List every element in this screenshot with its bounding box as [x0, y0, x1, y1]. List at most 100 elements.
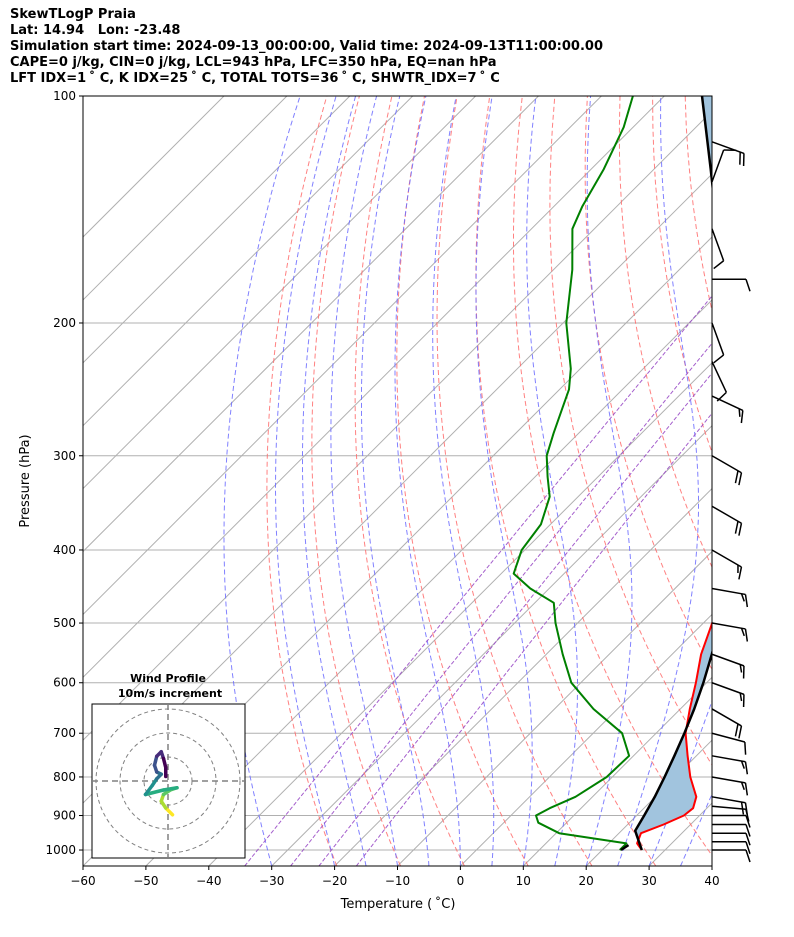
wind-barb-shaft: [711, 361, 728, 393]
wind-barb-flag: [738, 566, 743, 580]
isotherm-40: [711, 865, 712, 866]
wind-barb: [711, 682, 745, 708]
wind-barb-shaft: [711, 549, 742, 568]
y-tick-label: 400: [53, 543, 76, 557]
temperature-line: [636, 620, 712, 851]
x-tick-label: 0: [457, 874, 465, 888]
mixing-ratio-1: [355, 412, 712, 866]
wind-barb: [711, 549, 743, 580]
location-line: Lat: 14.94 Lon: -23.48: [10, 23, 181, 38]
y-tick-label: 1000: [45, 843, 76, 857]
wind-barb-flag: [740, 627, 745, 637]
dry-adiabat-250: [266, 96, 338, 866]
wind-barb: [711, 361, 728, 402]
moist-adiabat--15: [302, 96, 367, 866]
moist-adiabat-15: [526, 96, 578, 866]
wind-barb: [711, 653, 745, 679]
wind-barb: [712, 840, 751, 854]
dry-adiabat-370: [718, 96, 794, 866]
isotherm-30: [648, 802, 712, 866]
dewpoint-line: [512, 96, 634, 851]
wind-barb-shaft: [711, 622, 746, 630]
wind-barb-flag: [744, 741, 747, 755]
wind-barb-flag: [744, 761, 749, 775]
hodograph-title: Wind Profile: [130, 672, 206, 685]
wind-barb: [711, 776, 749, 796]
wind-barb-flag: [740, 801, 745, 815]
wind-barb-flag: [745, 815, 751, 828]
wind-barb-flag: [740, 760, 745, 769]
wind-barb-shaft: [711, 796, 746, 804]
wind-barb-shaft: [711, 653, 745, 667]
wind-barb-flag: [738, 523, 743, 536]
y-tick-label: 500: [53, 616, 76, 630]
isotherm-0: [460, 613, 712, 866]
dry-adiabat-310: [513, 96, 712, 857]
moist-adiabat-10: [475, 96, 533, 866]
mixing-ratio-0.6: [318, 372, 712, 866]
hodograph-segment: [143, 788, 166, 797]
wind-barb: [711, 455, 743, 486]
wind-barb-flag: [745, 824, 751, 837]
isotherm--90: [83, 96, 665, 679]
x-tick-label: 10: [516, 874, 531, 888]
wind-barb-shaft: [711, 141, 745, 155]
wind-barb-shaft: [711, 732, 746, 743]
isotherm--120: [83, 96, 476, 490]
moist-adiabat-30: [648, 699, 712, 866]
moist-adiabat--30: [223, 96, 301, 866]
wind-barb: [711, 708, 743, 739]
x-tick-label: −50: [133, 874, 158, 888]
wind-barb-shaft: [711, 708, 742, 727]
wind-barb-flag: [713, 354, 725, 364]
wind-barb-flag: [745, 279, 751, 292]
x-tick-label: −10: [385, 874, 410, 888]
y-tick-label: 600: [53, 676, 76, 690]
dry-adiabat-330: [584, 96, 712, 671]
wind-barb-shaft: [711, 149, 725, 183]
wind-barb-shaft: [711, 322, 725, 356]
wind-barb-shaft: [711, 395, 744, 412]
isotherm--50: [145, 299, 712, 866]
time-line: Simulation start time: 2024-09-13_00:00:…: [10, 39, 603, 54]
x-tick-label: −60: [70, 874, 95, 888]
chart-title: SkewTLogP Praia: [10, 7, 136, 22]
mixing-ratio-0.4: [290, 342, 712, 866]
isotherm--110: [83, 96, 539, 553]
y-tick-label: 800: [53, 770, 76, 784]
moist-adiabat-0: [394, 96, 461, 866]
isotherm--150: [83, 96, 288, 301]
isotherm--20: [334, 487, 712, 866]
isotherm--10: [397, 550, 712, 866]
wind-barb: [711, 149, 737, 183]
x-tick-label: −20: [322, 874, 347, 888]
wind-barb: [712, 814, 751, 828]
hodograph-segment: [161, 786, 179, 792]
wind-barb-flag: [734, 723, 739, 737]
wind-barb-flag: [745, 841, 751, 854]
isotherm-20: [585, 739, 712, 866]
wind-barb: [711, 141, 745, 167]
moist-adiabat-20: [585, 96, 633, 866]
dry-adiabat-260: [311, 96, 402, 866]
isotherm-10: [522, 676, 712, 866]
wind-barb: [711, 228, 725, 270]
moist-adiabat-25: [617, 96, 699, 866]
y-tick-label: 900: [53, 809, 76, 823]
moist-adiabat-35: [680, 793, 712, 866]
y-tick-label: 200: [53, 316, 76, 330]
wind-barb-flag: [738, 408, 741, 417]
wind-barb: [711, 796, 749, 816]
wind-barb-flag: [734, 521, 739, 534]
indices-line-1: CAPE=0 j/kg, CIN=0 j/kg, LCL=943 hPa, LF…: [10, 55, 497, 70]
x-tick-label: 30: [641, 874, 656, 888]
wind-barb-flag: [745, 832, 751, 846]
wind-barb-shaft: [711, 505, 742, 524]
wind-barb-shaft: [711, 755, 746, 763]
wind-barb-flag: [738, 472, 743, 486]
wind-barb-shaft: [711, 805, 746, 811]
wind-barb: [712, 823, 751, 837]
indices-line-2: LFT IDX=1 ˚ C, K IDX=25 ˚ C, TOTAL TOTS=…: [10, 71, 500, 86]
wind-barb-flag: [745, 849, 751, 863]
wind-barb-flag: [734, 470, 739, 484]
